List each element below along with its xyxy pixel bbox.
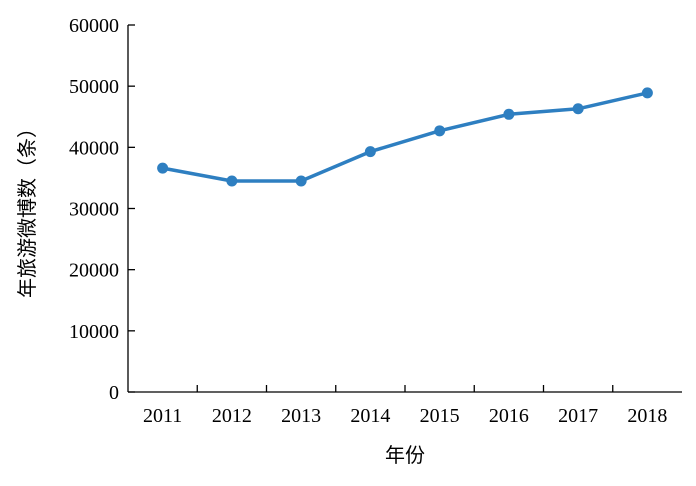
y-tick-label: 0 [109, 382, 119, 404]
x-tick-label: 2014 [350, 405, 390, 427]
data-point [434, 125, 446, 137]
x-ticks: 2011 2012 2013 2014 2015 2016 2017 2018 [143, 385, 667, 427]
x-tick-label: 2013 [281, 405, 321, 427]
x-tick-label: 2018 [627, 405, 667, 427]
data-point [364, 146, 376, 158]
y-ticks: 0 10000 20000 30000 40000 50000 60000 [69, 15, 135, 404]
data-point [572, 103, 584, 115]
data-point [295, 175, 307, 187]
series-group [157, 87, 653, 187]
x-tick-label: 2017 [558, 405, 598, 427]
x-axis-title: 年份 [385, 443, 425, 467]
data-point [503, 108, 515, 120]
y-tick-label: 50000 [69, 76, 119, 98]
x-tick-label: 2012 [212, 405, 252, 427]
x-tick-label: 2011 [143, 405, 182, 427]
y-tick-label: 40000 [69, 137, 119, 159]
data-point [641, 87, 653, 99]
x-tick-label: 2015 [420, 405, 460, 427]
data-point [157, 162, 169, 174]
data-point [226, 175, 238, 187]
y-tick-label: 10000 [69, 321, 119, 343]
series-line [160, 91, 650, 183]
x-tick-label: 2016 [489, 405, 529, 427]
y-tick-label: 20000 [69, 260, 119, 282]
y-axis-title: 年旅游微博数（条） [15, 118, 39, 298]
y-tick-label: 30000 [69, 199, 119, 221]
y-tick-label: 60000 [69, 15, 119, 37]
